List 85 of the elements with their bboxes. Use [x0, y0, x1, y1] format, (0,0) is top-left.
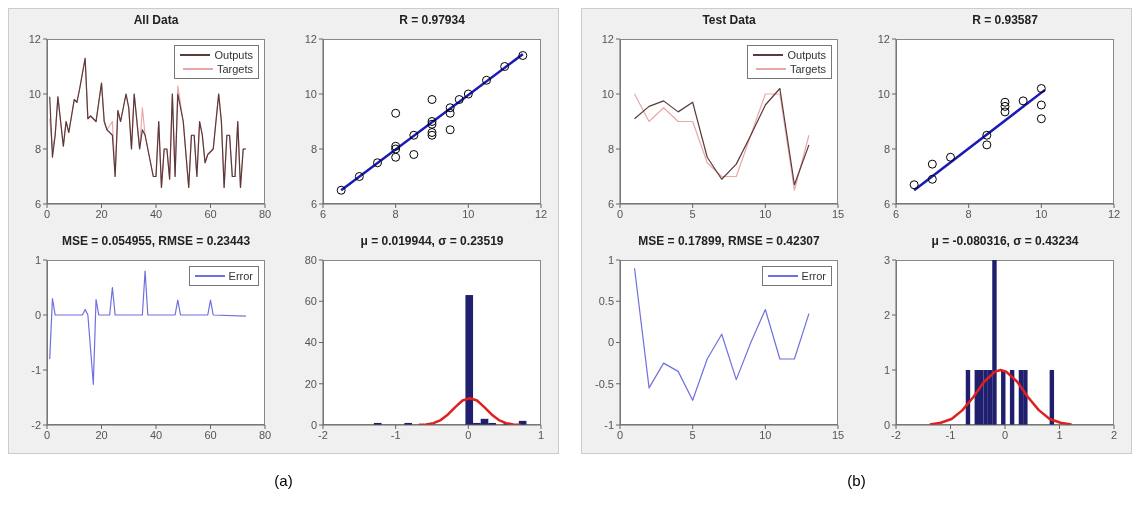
x-tick-label: 0 [465, 428, 472, 441]
y-tick-label: 12 [877, 32, 890, 45]
x-tick-label: 6 [892, 207, 900, 220]
y-tick-label: 20 [304, 377, 317, 390]
y-tick-label: 1 [607, 253, 614, 266]
x-tick-label: 10 [462, 207, 475, 220]
x-tick-label: 5 [689, 428, 696, 441]
x-tick-label: 15 [831, 428, 845, 441]
y-tick-label: 1 [883, 363, 890, 376]
x-tick-label: 0 [616, 428, 624, 441]
x-tick-label: -1 [945, 428, 956, 441]
y-tick-label: -1 [604, 418, 614, 431]
x-tick-label: 6 [319, 207, 327, 220]
chart-title: MSE = 0.054955, RMSE = 0.23443 [60, 234, 252, 250]
y-tick-label: 80 [304, 253, 317, 266]
x-tick-label: 12 [534, 207, 548, 220]
x-tick-label: 15 [831, 207, 845, 220]
x-tick-label: 0 [616, 207, 624, 220]
y-tick-label: 10 [877, 87, 890, 100]
legend-label: Outputs [214, 48, 253, 62]
y-tick-label: 0.5 [598, 295, 614, 308]
y-tick-label: 8 [883, 142, 890, 155]
x-tick-label: 80 [258, 207, 272, 220]
y-tick-label: 6 [607, 197, 614, 210]
x-tick-label: 8 [965, 207, 972, 220]
x-tick-label: 10 [759, 207, 772, 220]
chart-title: All Data [132, 13, 180, 29]
legend-label: Error [228, 269, 253, 283]
legend-label: Outputs [787, 48, 826, 62]
x-tick-label: -2 [318, 428, 328, 441]
x-tick-label: 60 [204, 428, 217, 441]
x-tick-label: 1 [537, 428, 545, 441]
y-tick-label: -2 [31, 418, 41, 431]
x-tick-label: 0 [43, 207, 51, 220]
y-tick-label: 0 [310, 418, 317, 431]
x-tick-label: 10 [1035, 207, 1048, 220]
legend-label: Targets [216, 62, 253, 76]
x-tick-label: 60 [204, 207, 217, 220]
y-tick-label: 12 [601, 32, 614, 45]
y-tick-label: 10 [304, 87, 317, 100]
y-tick-label: 8 [34, 142, 41, 155]
y-tick-label: 10 [601, 87, 614, 100]
y-tick-label: 40 [304, 336, 317, 349]
y-tick-label: 6 [34, 197, 41, 210]
y-tick-label: 0 [607, 336, 614, 349]
y-tick-label: 8 [607, 142, 614, 155]
x-tick-label: 5 [689, 207, 696, 220]
legend-label: Error [801, 269, 826, 283]
y-tick-label: 0 [883, 418, 890, 431]
x-tick-label: 10 [759, 428, 772, 441]
chart-title: μ = 0.019944, σ = 0.23519 [359, 234, 505, 250]
chart-title: Test Data [701, 13, 757, 29]
y-tick-label: 1 [34, 253, 41, 266]
x-tick-label: 40 [149, 428, 163, 441]
x-tick-label: -2 [891, 428, 901, 441]
chart-title: R = 0.93587 [971, 13, 1039, 29]
x-tick-label: 1 [1056, 428, 1063, 441]
x-tick-label: 0 [1001, 428, 1009, 441]
y-tick-label: 8 [310, 142, 317, 155]
y-tick-label: 0 [34, 308, 41, 321]
x-tick-label: 40 [149, 207, 163, 220]
y-tick-label: 2 [883, 308, 890, 321]
legend-label: Targets [789, 62, 826, 76]
x-tick-label: 2 [1110, 428, 1118, 441]
x-tick-label: 12 [1107, 207, 1121, 220]
chart-title: MSE = 0.17899, RMSE = 0.42307 [637, 234, 821, 250]
y-tick-label: 6 [883, 197, 890, 210]
x-tick-label: 0 [43, 428, 51, 441]
chart-title: μ = -0.080316, σ = 0.43234 [930, 234, 1080, 250]
x-tick-label: 20 [95, 428, 108, 441]
y-tick-label: 12 [304, 32, 317, 45]
chart-title: R = 0.97934 [398, 13, 466, 29]
y-tick-label: 3 [883, 253, 890, 266]
y-tick-label: 10 [28, 87, 41, 100]
y-tick-label: -1 [31, 363, 41, 376]
x-tick-label: 20 [95, 207, 108, 220]
x-tick-label: -1 [390, 428, 401, 441]
y-tick-label: 6 [310, 197, 317, 210]
x-tick-label: 8 [392, 207, 399, 220]
y-tick-label: 12 [28, 32, 41, 45]
text: (b) [846, 472, 867, 489]
y-tick-label: 60 [304, 295, 317, 308]
text: (a) [273, 472, 294, 489]
x-tick-label: 80 [258, 428, 272, 441]
y-tick-label: -0.5 [595, 377, 614, 390]
